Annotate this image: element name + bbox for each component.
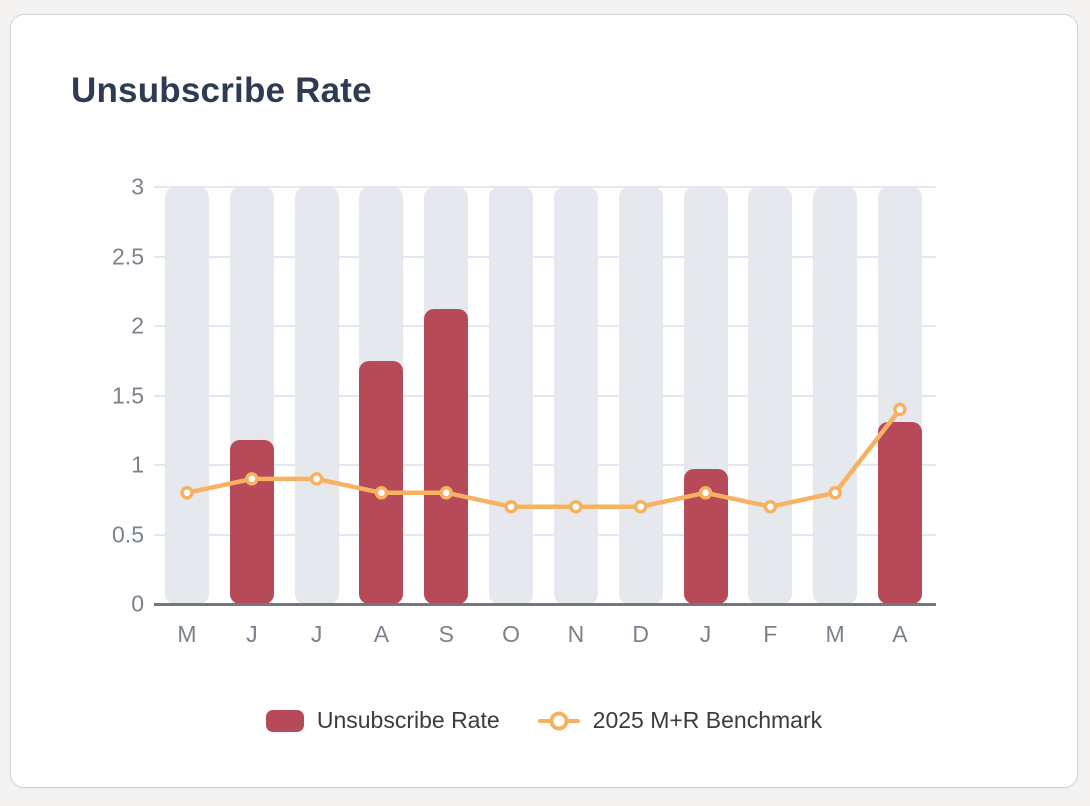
unsubscribe-rate-bar	[229, 439, 274, 604]
x-tick-label: M	[825, 621, 845, 647]
column	[748, 187, 793, 604]
plot-area	[154, 186, 936, 606]
legend-label-benchmark: 2025 M+R Benchmark	[592, 707, 823, 733]
gridline	[154, 186, 936, 188]
bar-swatch-icon	[265, 709, 304, 732]
legend-item-benchmark[interactable]: 2025 M+R Benchmark	[537, 707, 823, 734]
column	[165, 187, 209, 604]
x-tick-label: F	[763, 621, 778, 647]
chart-card: Unsubscribe Rate 0 0.5 1 1.5 2 2.5 3 M J J A S O N D J…	[10, 14, 1078, 788]
chart-title: Unsubscribe Rate	[71, 71, 372, 110]
column	[489, 187, 534, 604]
y-tick-label: 3	[131, 173, 144, 200]
gridline	[154, 394, 936, 397]
x-axis-line	[154, 603, 936, 606]
column	[229, 187, 274, 604]
gridline	[154, 533, 936, 536]
gridline	[154, 255, 936, 258]
column-background	[618, 187, 663, 604]
column-background	[748, 187, 793, 604]
column	[618, 187, 663, 604]
y-tick-label: 0.5	[112, 521, 144, 548]
column	[683, 187, 728, 604]
column	[553, 187, 598, 604]
y-tick-label: 1	[131, 451, 144, 478]
column-background	[294, 187, 339, 604]
x-tick-label: M	[177, 621, 197, 647]
column	[359, 187, 404, 604]
y-axis: 0 0.5 1 1.5 2 2.5 3	[11, 175, 144, 615]
x-tick-label: J	[310, 621, 323, 647]
legend-item-unsubscribe-rate[interactable]: Unsubscribe Rate	[265, 707, 500, 734]
gridline	[154, 325, 936, 328]
y-tick-label: 0	[131, 590, 144, 617]
x-tick-label: D	[632, 621, 649, 647]
column	[877, 187, 922, 604]
column-background	[489, 187, 534, 604]
unsubscribe-rate-bar	[877, 421, 922, 604]
y-tick-label: 1.5	[112, 382, 144, 408]
column	[294, 187, 339, 604]
column-background	[813, 187, 858, 604]
column	[424, 187, 469, 604]
x-tick-label: A	[892, 621, 908, 647]
line-circle-icon	[537, 710, 580, 732]
x-tick-label: S	[438, 621, 454, 647]
x-tick-label: A	[373, 621, 390, 647]
y-tick-label: 2	[131, 312, 144, 339]
column-background	[165, 187, 209, 604]
column	[813, 187, 858, 604]
x-tick-label: O	[502, 621, 520, 647]
columns	[165, 187, 922, 604]
y-tick-label: 2.5	[112, 243, 144, 269]
unsubscribe-rate-bar	[424, 309, 469, 604]
legend-label-unsubscribe-rate: Unsubscribe Rate	[316, 707, 500, 733]
x-tick-label: J	[246, 621, 258, 647]
unsubscribe-rate-bar	[359, 360, 404, 604]
x-tick-label: J	[699, 621, 712, 647]
column-background	[553, 187, 598, 604]
x-tick-label: N	[567, 621, 585, 647]
unsubscribe-rate-bar	[683, 469, 728, 604]
legend: Unsubscribe Rate 2025 M+R Benchmark	[11, 707, 1077, 734]
